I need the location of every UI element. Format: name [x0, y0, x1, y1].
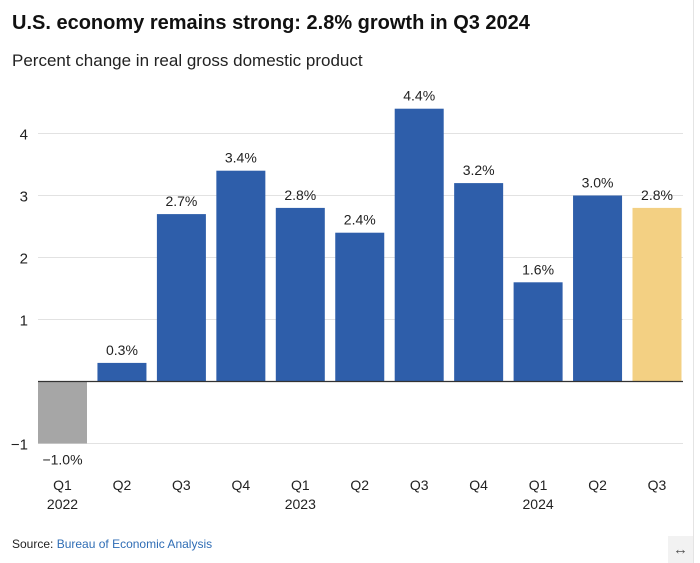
data-label: 2.7% — [165, 193, 197, 209]
x-year-label: 2024 — [523, 496, 554, 512]
data-label: 2.8% — [284, 187, 316, 203]
x-tick-label: Q1 — [291, 477, 310, 493]
x-year-label: 2023 — [285, 496, 316, 512]
data-label: 2.4% — [344, 212, 376, 228]
y-tick-label: 2 — [20, 251, 28, 268]
y-tick-label: 3 — [20, 189, 28, 206]
x-year-label: 2022 — [47, 496, 78, 512]
y-tick-label: −1 — [11, 437, 28, 454]
data-label: −1.0% — [42, 452, 82, 468]
bar — [573, 195, 623, 382]
source-note: Source: Bureau of Economic Analysis — [12, 537, 212, 551]
bar — [156, 214, 206, 382]
x-tick-label: Q4 — [469, 477, 488, 493]
chart-subtitle: Percent change in real gross domestic pr… — [12, 51, 363, 70]
x-tick-label: Q1 — [53, 477, 72, 493]
data-label: 3.0% — [582, 175, 614, 191]
bar — [275, 207, 325, 382]
x-tick-label: Q3 — [410, 477, 429, 493]
expand-icon[interactable]: ↔ — [668, 536, 693, 563]
data-label: 2.8% — [641, 187, 673, 203]
data-label: 1.6% — [522, 261, 554, 277]
bar — [454, 183, 504, 382]
bar — [394, 108, 444, 382]
right-border — [693, 0, 694, 563]
data-label: 3.4% — [225, 150, 257, 166]
data-label: 0.3% — [106, 342, 138, 358]
y-tick-label: 4 — [20, 127, 28, 144]
x-tick-label: Q2 — [588, 477, 607, 493]
x-tick-label: Q3 — [648, 477, 667, 493]
y-tick-label: 1 — [20, 313, 28, 330]
bar — [216, 170, 266, 382]
bar — [335, 232, 385, 382]
x-tick-label: Q1 — [529, 477, 548, 493]
x-tick-label: Q4 — [232, 477, 251, 493]
bar — [97, 362, 147, 382]
x-tick-label: Q3 — [172, 477, 191, 493]
source-link[interactable]: Bureau of Economic Analysis — [56, 537, 213, 551]
bar-chart: −1 1 2 3 4 −1.0% Q1 2022 0.3% Q2 2.7% Q3 3.4% Q4 2.8% Q… — [11, 88, 683, 512]
x-tick-label: Q2 — [350, 477, 369, 493]
bar — [513, 282, 563, 382]
bar — [632, 207, 682, 382]
x-tick-label: Q2 — [113, 477, 132, 493]
data-label: 4.4% — [403, 88, 435, 104]
data-label: 3.2% — [463, 162, 495, 178]
source-label: Source: — [12, 537, 54, 551]
bar — [38, 381, 87, 444]
chart-title: U.S. economy remains strong: 2.8% growth… — [12, 12, 530, 34]
